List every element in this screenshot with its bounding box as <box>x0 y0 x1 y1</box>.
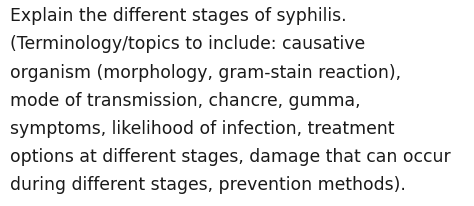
Text: options at different stages, damage that can occur: options at different stages, damage that… <box>10 147 451 165</box>
Text: organism (morphology, gram-stain reaction),: organism (morphology, gram-stain reactio… <box>10 63 401 81</box>
Text: during different stages, prevention methods).: during different stages, prevention meth… <box>10 175 406 193</box>
Text: mode of transmission, chancre, gumma,: mode of transmission, chancre, gumma, <box>10 91 361 109</box>
Text: (Terminology/topics to include: causative: (Terminology/topics to include: causativ… <box>10 35 365 53</box>
Text: symptoms, likelihood of infection, treatment: symptoms, likelihood of infection, treat… <box>10 119 395 137</box>
Text: Explain the different stages of syphilis.: Explain the different stages of syphilis… <box>10 7 347 25</box>
